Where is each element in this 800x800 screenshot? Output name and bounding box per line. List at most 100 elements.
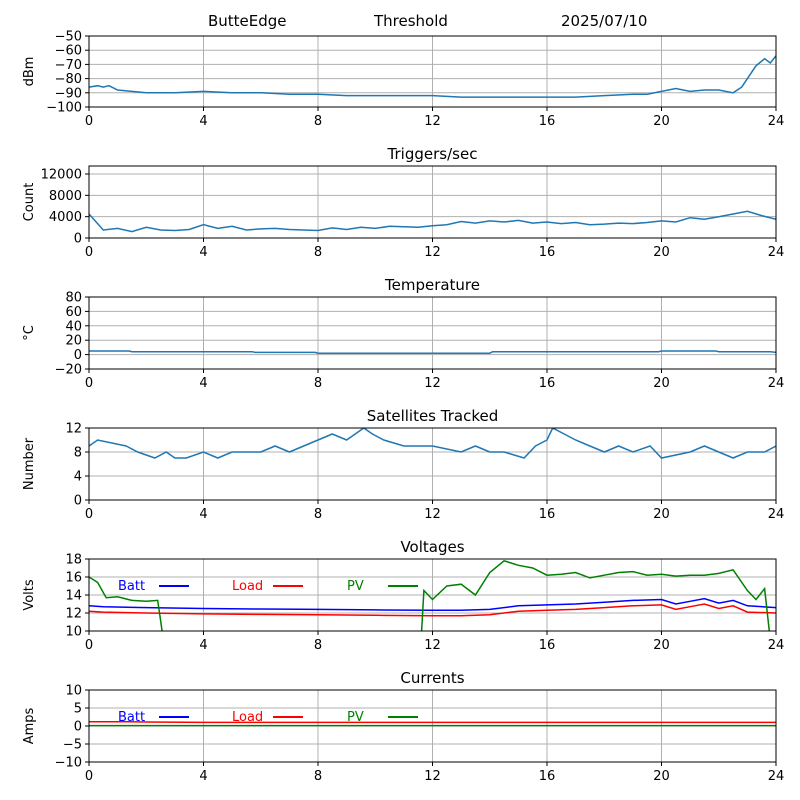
y-axis-label: dBm — [22, 57, 37, 87]
x-tick-label: 20 — [653, 245, 670, 260]
chart-title: Satellites Tracked — [367, 407, 498, 425]
x-tick-label: 16 — [539, 245, 556, 260]
plot-frame — [88, 689, 777, 763]
y-tick-label: −20 — [55, 363, 82, 378]
x-tick-label: 12 — [424, 376, 441, 391]
y-tick-label: 0 — [74, 720, 82, 735]
y-tick-label: 16 — [65, 571, 82, 586]
y-tick-label: 10 — [65, 684, 82, 699]
x-tick-label: 16 — [539, 769, 556, 784]
y-tick-label: 12 — [65, 607, 82, 622]
x-tick-label: 8 — [314, 114, 322, 129]
y-tick-label: 18 — [65, 553, 82, 568]
y-tick-label: 0 — [74, 348, 82, 363]
x-tick-label: 0 — [85, 769, 93, 784]
series-line-main — [89, 55, 776, 98]
y-tick-label: 8 — [74, 446, 82, 461]
x-tick-label: 24 — [768, 638, 785, 653]
legend-label-load: Load — [232, 579, 263, 594]
x-tick-label: 20 — [653, 638, 670, 653]
legend-label-pv: PV — [347, 579, 364, 594]
x-tick-label: 0 — [85, 114, 93, 129]
plot-frame — [88, 165, 777, 239]
chart-title: Triggers/sec — [387, 145, 478, 163]
y-tick-label: 12000 — [41, 168, 82, 183]
x-tick-label: 16 — [539, 114, 556, 129]
plot-frame — [88, 558, 777, 632]
chart-signal: 0 4 8 12 16 20 24 −100−90−80−70−60−50 dBm — [22, 30, 784, 130]
legend-label-load: Load — [232, 710, 263, 725]
series-line-main — [89, 350, 776, 354]
x-tick-label: 8 — [314, 245, 322, 260]
y-tick-label: −100 — [46, 101, 82, 116]
y-tick-label: 20 — [65, 334, 82, 349]
chart-title: Currents — [400, 669, 464, 687]
x-tick-label: 16 — [539, 638, 556, 653]
y-tick-label: 4 — [74, 470, 82, 485]
y-tick-label: −60 — [55, 44, 82, 59]
y-tick-label: 0 — [74, 232, 82, 247]
y-tick-label: 80 — [65, 291, 82, 306]
y-tick-label: 10 — [65, 625, 82, 640]
y-tick-label: −70 — [55, 58, 82, 73]
x-tick-label: 12 — [424, 638, 441, 653]
chart-triggers: 0 4 8 12 16 20 24 0 4000 8000 12000 Triggers/sec Cou… — [22, 145, 784, 260]
plot-frame — [88, 35, 777, 108]
series-line-main — [89, 210, 776, 233]
plot-frame — [88, 427, 777, 501]
legend-label-pv: PV — [347, 710, 364, 725]
header-date: 2025/07/10 — [561, 12, 647, 30]
x-tick-label: 4 — [199, 638, 207, 653]
x-tick-label: 24 — [768, 376, 785, 391]
x-tick-label: 4 — [199, 507, 207, 522]
chart-currents: 0 4 8 12 16 20 24 −10 −5 0 5 10 Currents Amps Batt Load… — [22, 669, 784, 784]
x-tick-label: 24 — [768, 769, 785, 784]
y-axis-label: °C — [22, 325, 37, 341]
x-tick-label: 0 — [85, 638, 93, 653]
series-line-pv — [89, 559, 771, 631]
header-station: ButteEdge — [208, 12, 287, 30]
y-tick-label: −90 — [55, 86, 82, 101]
legend-label-batt: Batt — [118, 579, 145, 594]
y-axis-label: Count — [22, 183, 37, 222]
y-tick-label: 5 — [74, 702, 82, 717]
y-tick-label: −50 — [55, 30, 82, 45]
y-tick-label: −10 — [55, 756, 82, 771]
x-tick-label: 20 — [653, 769, 670, 784]
series-line-load — [89, 603, 776, 617]
series-line-main — [89, 428, 776, 459]
x-tick-label: 8 — [314, 638, 322, 653]
x-tick-label: 4 — [199, 769, 207, 784]
x-tick-label: 20 — [653, 507, 670, 522]
x-tick-label: 4 — [199, 376, 207, 391]
y-tick-label: −80 — [55, 72, 82, 87]
chart-voltages: 0 4 8 12 16 20 24 10 12 14 16 18 Voltages Volts Batt Lo… — [22, 538, 784, 653]
y-tick-label: 60 — [65, 305, 82, 320]
y-tick-label: 4000 — [49, 210, 82, 225]
y-tick-label: 14 — [65, 589, 82, 604]
x-tick-label: 4 — [199, 114, 207, 129]
x-tick-label: 24 — [768, 114, 785, 129]
x-tick-label: 16 — [539, 376, 556, 391]
x-tick-label: 4 — [199, 245, 207, 260]
series-line-load — [89, 720, 776, 724]
x-tick-label: 12 — [424, 507, 441, 522]
y-axis-label: Amps — [22, 707, 37, 744]
x-tick-label: 0 — [85, 376, 93, 391]
y-tick-label: 8000 — [49, 189, 82, 204]
x-tick-label: 20 — [653, 376, 670, 391]
y-tick-label: 0 — [74, 494, 82, 509]
plot-frame — [88, 296, 777, 370]
x-tick-label: 12 — [424, 245, 441, 260]
header-mode: Threshold — [373, 12, 448, 30]
x-tick-label: 24 — [768, 245, 785, 260]
y-axis-label: Volts — [22, 579, 37, 611]
y-axis-label: Number — [22, 437, 37, 490]
x-tick-label: 12 — [424, 769, 441, 784]
y-tick-label: 12 — [65, 422, 82, 437]
x-tick-label: 8 — [314, 376, 322, 391]
y-tick-label: 40 — [65, 319, 82, 334]
